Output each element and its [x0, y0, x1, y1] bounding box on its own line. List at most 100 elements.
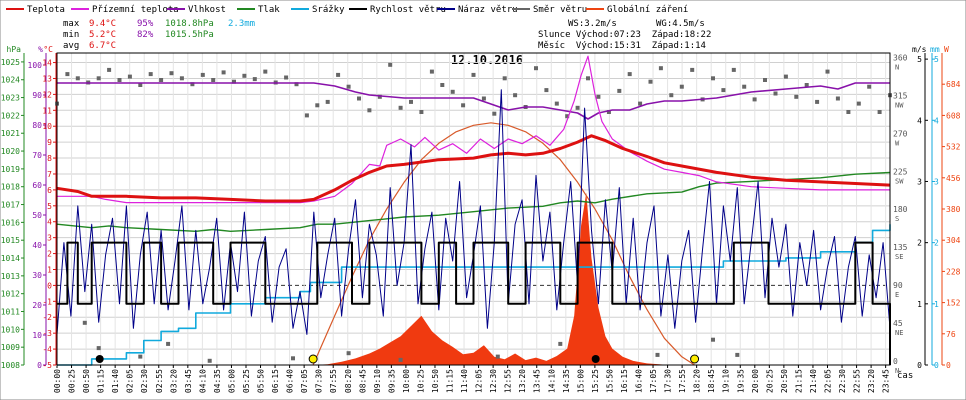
- time-tick-label: 19:35: [736, 369, 745, 393]
- tick-label-humidity: 60: [32, 181, 42, 190]
- stats-min-temp: 5.2°C: [89, 30, 116, 40]
- tick-label-temperature: 3: [47, 234, 52, 243]
- wind-direction-point: [752, 97, 757, 102]
- tick-label-wind_speed: 4: [917, 116, 922, 125]
- wind-direction-point: [304, 113, 309, 118]
- wind-direction-point: [409, 99, 413, 104]
- wind-direction-point: [159, 78, 164, 82]
- time-tick-label: 16:15: [620, 369, 629, 393]
- time-tick-label: 23:45: [882, 369, 891, 393]
- tick-label-pressure: 1016: [1, 218, 20, 227]
- time-tick-label: 12:30: [489, 369, 498, 393]
- wind-dir-tick-label: 135: [893, 243, 908, 252]
- tick-label-temperature: -5: [42, 361, 52, 370]
- tick-label-pressure: 1009: [1, 343, 20, 352]
- tick-label-rain: 0: [934, 361, 939, 370]
- stats-max-temp: 9.4°C: [89, 19, 116, 29]
- tick-label-radiation: 152: [946, 299, 961, 308]
- wind-direction-point: [783, 74, 788, 79]
- wind-direction-point: [450, 89, 455, 94]
- wind-direction-point: [377, 94, 382, 99]
- wind-direction-point: [627, 72, 632, 77]
- time-tick-label: 17:30: [664, 369, 673, 393]
- wind-direction-point: [481, 96, 486, 101]
- time-tick-label: 22:55: [853, 369, 862, 393]
- tick-label-temperature: 0: [47, 281, 52, 290]
- tick-label-pressure: 1014: [1, 254, 20, 263]
- wind-dir-compass-label: NE: [895, 329, 903, 337]
- tick-label-pressure: 1012: [1, 290, 20, 299]
- time-tick-label: 10:25: [416, 369, 425, 393]
- stats-min-label: min: [63, 30, 79, 40]
- legend-label-7: Směr větru: [533, 5, 587, 15]
- wind-dir-tick-label: 270: [893, 129, 908, 138]
- stats-avg-label: avg: [63, 41, 79, 51]
- wind-dir-tick-label: 360: [893, 53, 908, 62]
- tick-label-rain: 3: [934, 177, 939, 186]
- time-tick-label: 02:30: [140, 369, 149, 393]
- wind-direction-point: [534, 66, 538, 71]
- time-axis: 00:00 00:25 00:50 01:15 01:40 02:05 02:30 02:55…: [53, 365, 891, 393]
- tick-label-temperature: 8: [47, 154, 52, 163]
- info-ws: WS:3.2m/s: [568, 19, 617, 29]
- time-tick-label: 11:15: [446, 369, 455, 393]
- wind-direction-point: [207, 358, 212, 363]
- wind-direction-point: [711, 337, 715, 342]
- time-tick-label: 04:10: [198, 369, 207, 393]
- time-tick-label: 00:25: [68, 369, 77, 393]
- time-tick-label: 15:50: [605, 369, 614, 393]
- wind-direction-point: [211, 78, 216, 82]
- wind-dir-compass-label: E: [895, 291, 899, 299]
- wind-direction-point: [867, 84, 872, 89]
- time-tick-label: 17:05: [649, 369, 658, 393]
- time-tick-label: 16:40: [635, 369, 644, 393]
- time-tick-label: 08:45: [358, 369, 367, 393]
- wind-direction-point: [138, 354, 143, 359]
- stats-min-hum: 82%: [137, 30, 154, 40]
- axis-unit-temperature: °C: [43, 45, 53, 54]
- wind-direction-point: [166, 341, 171, 346]
- wind-dir-compass-label: N: [895, 367, 899, 375]
- tick-label-pressure: 1015: [1, 236, 20, 245]
- wind-direction-point: [325, 99, 330, 104]
- wind-direction-point: [471, 72, 476, 77]
- tick-label-radiation: 0: [946, 361, 951, 370]
- time-tick-label: 10:50: [431, 369, 440, 393]
- stats-block: max 9.4°C 95% 1018.8hPa 2.3mm min 5.2°C …: [63, 19, 255, 51]
- time-tick-label: 18:45: [707, 369, 716, 393]
- wind-dir-tick-label: 45: [893, 319, 903, 328]
- stats-max-press: 1018.8hPa: [165, 19, 214, 29]
- wind-direction-point: [461, 103, 466, 108]
- wind-direction-point: [284, 75, 289, 80]
- time-tick-label: 00:00: [53, 369, 62, 393]
- wind-direction-point: [263, 69, 268, 74]
- info-wg: WG:4.5m/s: [656, 19, 705, 29]
- tick-label-radiation: 76: [946, 330, 956, 339]
- wind-direction-point: [586, 76, 590, 81]
- time-tick-label: 11:40: [460, 369, 469, 393]
- wind-direction-point: [336, 72, 341, 77]
- tick-label-pressure: 1019: [1, 165, 20, 174]
- tick-label-temperature: -3: [42, 329, 52, 338]
- wind-direction-point: [544, 88, 549, 93]
- ground-temperature-line: [57, 55, 890, 204]
- tick-label-humidity: 50: [32, 211, 42, 220]
- wind-direction-point: [815, 99, 820, 104]
- tick-label-humidity: 90: [32, 91, 42, 100]
- tick-label-temperature: 5: [47, 202, 52, 211]
- tick-label-radiation: 228: [946, 267, 961, 276]
- stats-max-label: max: [63, 19, 80, 29]
- tick-label-radiation: 304: [946, 236, 961, 245]
- wind-direction-point: [596, 94, 601, 99]
- time-tick-label: 07:05: [300, 369, 309, 393]
- wind-direction-point: [252, 77, 257, 82]
- time-tick-label: 20:00: [751, 369, 760, 393]
- time-tick-label: 05:25: [242, 369, 251, 393]
- time-tick-label: 03:20: [169, 369, 178, 393]
- wind-direction-point: [495, 354, 500, 359]
- time-tick-label: 06:40: [286, 369, 295, 393]
- legend-label-5: Rychlost větru: [370, 5, 446, 15]
- wind-direction-point: [148, 72, 153, 77]
- wind-direction-point: [346, 351, 351, 356]
